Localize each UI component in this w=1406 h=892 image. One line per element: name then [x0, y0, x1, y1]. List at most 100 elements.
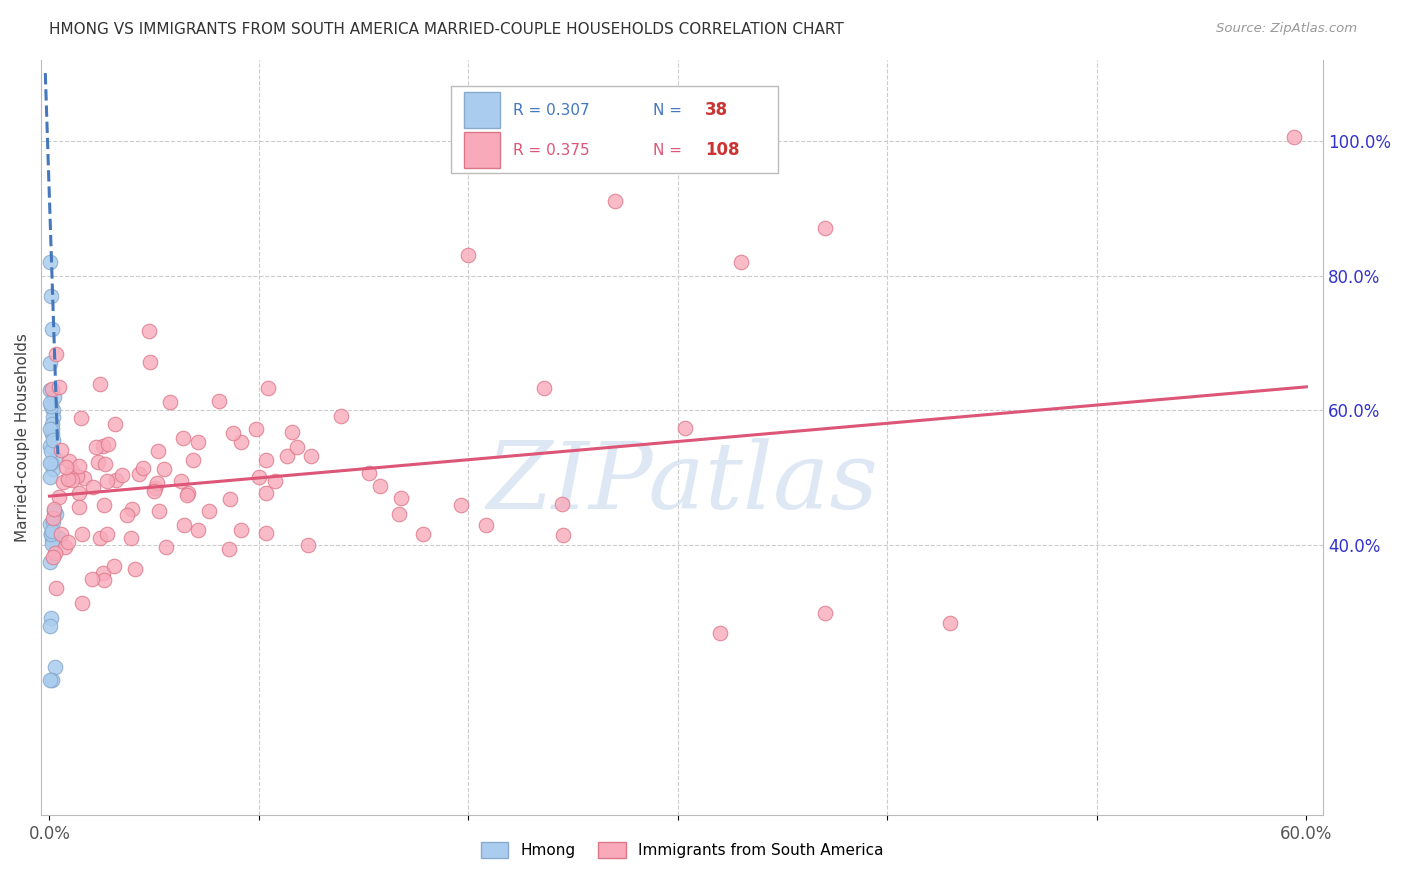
Point [84, 440, 107, 454]
Point [176, 488, 198, 502]
Point [91, 439, 114, 453]
Point [146, 443, 169, 458]
Point [45, 581, 67, 595]
Point [42, 515, 65, 529]
Point [44, 660, 66, 674]
Point [38, 439, 60, 453]
Point [82, 480, 104, 494]
Point [97, 437, 120, 451]
Point [96, 474, 118, 488]
Point [254, 526, 277, 541]
Point [207, 394, 229, 409]
Point [39, 526, 62, 541]
Text: N =: N = [652, 103, 686, 118]
Point [709, 626, 731, 640]
Point [89, 376, 111, 391]
Point [38, 673, 60, 688]
Point [48, 490, 70, 504]
Legend: Hmong, Immigrants from South America: Hmong, Immigrants from South America [474, 836, 890, 864]
Point [673, 420, 696, 434]
Point [231, 524, 253, 538]
Point [155, 540, 177, 554]
Point [55, 460, 77, 475]
Point [49, 443, 72, 458]
Point [281, 425, 304, 439]
Point [39, 611, 62, 625]
FancyBboxPatch shape [464, 92, 501, 128]
Point [39, 399, 62, 413]
Point [39, 456, 62, 470]
Text: ZIPatlas: ZIPatlas [486, 438, 879, 528]
Point [41, 410, 63, 425]
Point [285, 441, 308, 455]
Point [38, 255, 60, 269]
Point [142, 484, 165, 499]
Point [533, 381, 555, 395]
Point [60, 473, 83, 487]
Point [103, 559, 125, 574]
Point [67, 486, 90, 500]
Point [229, 434, 252, 449]
Point [813, 606, 835, 620]
Point [603, 194, 626, 209]
Point [138, 355, 160, 369]
Point [359, 466, 381, 480]
Point [39, 422, 62, 436]
Point [39, 443, 62, 458]
Point [550, 497, 572, 511]
Point [48, 379, 70, 393]
Point [474, 518, 496, 533]
Point [41, 322, 63, 336]
Point [368, 479, 391, 493]
Point [138, 325, 160, 339]
Point [247, 470, 270, 484]
Point [457, 248, 479, 262]
Point [70, 527, 93, 541]
Text: N =: N = [652, 143, 686, 158]
Point [41, 417, 63, 431]
Point [553, 528, 575, 542]
Point [45, 507, 67, 521]
Point [91, 566, 114, 580]
Point [120, 531, 142, 545]
Point [94, 457, 117, 471]
Point [41, 536, 63, 550]
Point [41, 422, 63, 436]
Point [93, 574, 115, 588]
Y-axis label: Married-couple Households: Married-couple Households [15, 333, 30, 541]
Point [1282, 130, 1305, 145]
Point [53, 540, 76, 554]
Point [80, 573, 103, 587]
Point [48, 531, 70, 545]
Point [39, 619, 62, 633]
Point [146, 475, 169, 490]
Text: HMONG VS IMMIGRANTS FROM SOUTH AMERICA MARRIED-COUPLE HOUSEHOLDS CORRELATION CHA: HMONG VS IMMIGRANTS FROM SOUTH AMERICA M… [49, 22, 844, 37]
Point [41, 511, 63, 525]
Point [41, 533, 63, 548]
Point [52, 475, 75, 489]
Text: 38: 38 [706, 101, 728, 120]
Point [177, 486, 200, 500]
Point [388, 508, 411, 522]
Point [67, 500, 90, 514]
Point [187, 435, 209, 450]
Point [39, 516, 62, 531]
Point [330, 409, 353, 423]
Point [70, 596, 93, 610]
Point [42, 433, 65, 447]
Point [218, 541, 240, 556]
Point [813, 221, 835, 235]
Point [153, 462, 176, 476]
Point [181, 453, 204, 467]
Point [96, 527, 118, 541]
Point [219, 492, 242, 507]
Point [148, 504, 170, 518]
Point [38, 383, 60, 397]
Point [44, 501, 66, 516]
Point [145, 482, 167, 496]
Point [221, 425, 243, 440]
Point [44, 545, 66, 559]
Point [49, 527, 72, 541]
Point [256, 453, 278, 467]
Point [159, 395, 181, 409]
